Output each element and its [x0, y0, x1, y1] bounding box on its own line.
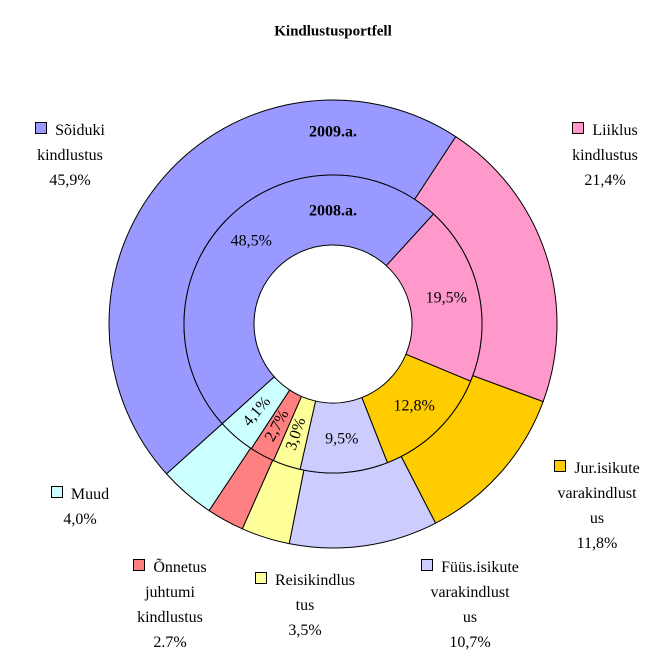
legend-entry: Füüs.isikute varakindlust us 10,7%	[395, 555, 545, 655]
doughnut-slice	[183, 174, 435, 425]
legend-entry: Jur.isikute varakindlust us 11,8%	[522, 456, 663, 556]
legend-label: Liiklus kindlustus	[572, 122, 638, 164]
slice-label: 12,8%	[394, 398, 435, 415]
legend-entry: Reisikindlus tus 3,5%	[230, 568, 380, 643]
legend-swatch	[254, 572, 267, 584]
legend-value: 11,8%	[576, 535, 618, 552]
legend-swatch	[421, 559, 434, 571]
legend-swatch	[554, 460, 567, 472]
series-label: 2009.a.	[309, 124, 357, 141]
legend-label: Sõiduki kindlustus	[37, 122, 105, 164]
slice-label: 9,5%	[325, 430, 358, 447]
legend-entry: Sõiduki kindlustus 45,9%	[0, 118, 145, 193]
legend-entry: Õnnetus juhtumi kindlustus 2.7%	[95, 555, 245, 655]
legend-value: 3,5%	[288, 622, 322, 639]
legend-swatch	[572, 122, 585, 134]
legend-entry: Liiklus kindlustus 21,4%	[530, 118, 663, 193]
legend-value: 21,4%	[584, 172, 626, 189]
legend-swatch	[133, 559, 146, 571]
series-label: 2008.a.	[309, 203, 357, 220]
chart-title: Kindlustusportfell	[274, 23, 392, 39]
slice-label: 48,5%	[231, 232, 272, 249]
legend-label: Muud	[70, 486, 110, 503]
legend-value: 2.7%	[153, 634, 187, 651]
legend-label: Jur.isikute varakindlust us	[557, 460, 640, 527]
legend-label: Füüs.isikute varakindlust us	[430, 559, 519, 626]
legend-value: 10,7%	[449, 634, 491, 651]
legend-label: Õnnetus juhtumi kindlustus	[137, 559, 207, 626]
legend-label: Reisikindlus tus	[274, 572, 355, 614]
legend-value: 45,9%	[49, 172, 91, 189]
legend-swatch	[35, 122, 48, 134]
slice-label: 19,5%	[426, 290, 467, 307]
legend-entry: Muud 4,0%	[5, 482, 155, 532]
doughnut-slice	[221, 376, 291, 450]
legend-swatch	[50, 486, 63, 498]
legend-value: 4,0%	[63, 511, 97, 528]
